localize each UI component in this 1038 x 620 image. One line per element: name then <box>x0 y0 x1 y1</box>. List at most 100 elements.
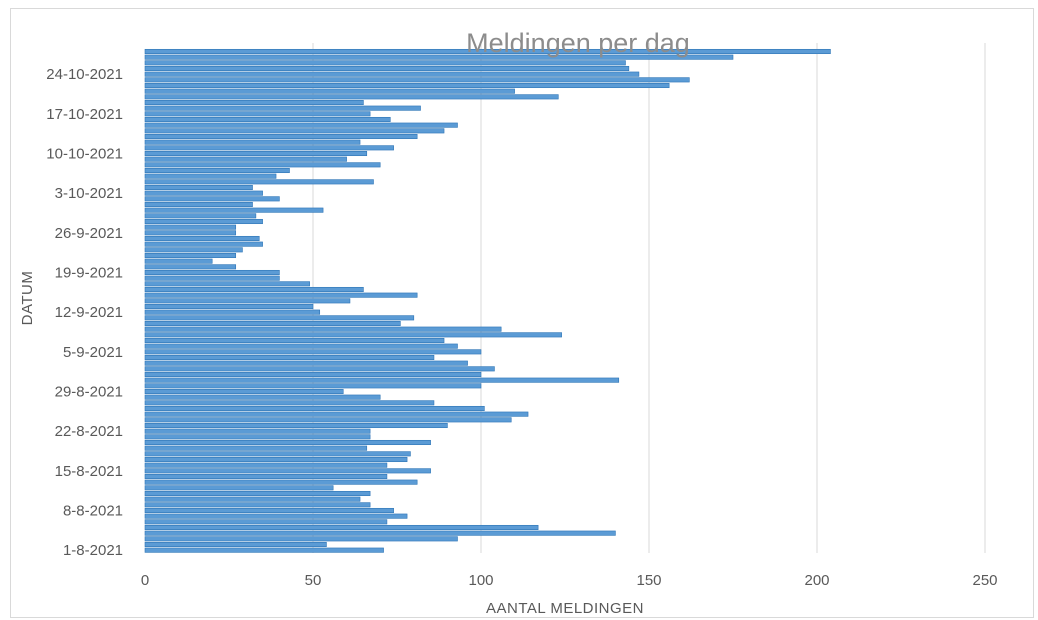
bar-20-9-2021 <box>144 264 237 270</box>
bar-27-10-2021 <box>144 54 734 60</box>
bar-12-9-2021 <box>144 309 321 315</box>
y-tick-label: 3-10-2021 <box>55 185 123 202</box>
bar-4-10-2021 <box>144 184 253 191</box>
bar-18-10-2021 <box>144 105 421 111</box>
bar-22-9-2021 <box>144 252 237 259</box>
bar-27-8-2021 <box>144 400 435 406</box>
bar-26-8-2021 <box>144 405 485 412</box>
x-tick-label: 150 <box>636 572 661 589</box>
bar-19-8-2021 <box>144 445 368 451</box>
bar-23-10-2021 <box>144 77 690 83</box>
bar-13-9-2021 <box>144 303 314 310</box>
bar-4-9-2021 <box>144 354 435 361</box>
bar-5-10-2021 <box>144 179 374 185</box>
bar-7-10-2021 <box>144 167 290 174</box>
bar-23-9-2021 <box>144 247 243 253</box>
bar-25-9-2021 <box>144 235 260 242</box>
bar-15-8-2021 <box>144 468 431 474</box>
bar-4-8-2021 <box>144 530 616 536</box>
y-axis-title: DATUM <box>19 271 36 326</box>
bar-27-9-2021 <box>144 224 237 230</box>
chart-title: Meldingen per dag <box>466 28 690 58</box>
y-tick-label: 24-10-2021 <box>46 66 123 83</box>
bar-11-10-2021 <box>144 145 394 151</box>
bar-11-8-2021 <box>144 490 371 497</box>
bar-23-8-2021 <box>144 422 448 429</box>
bar-16-10-2021 <box>144 116 391 123</box>
y-tick-label: 10-10-2021 <box>46 146 123 163</box>
bar-21-10-2021 <box>144 88 515 94</box>
bar-15-10-2021 <box>144 122 458 128</box>
bar-25-10-2021 <box>144 65 630 72</box>
bar-28-8-2021 <box>144 394 381 400</box>
bar-10-10-2021 <box>144 150 368 157</box>
y-tick-label: 15-8-2021 <box>55 463 123 480</box>
bar-17-8-2021 <box>144 456 408 463</box>
bar-22-8-2021 <box>144 428 371 434</box>
bar-24-9-2021 <box>144 241 263 247</box>
bar-9-9-2021 <box>144 326 502 332</box>
gridlines <box>312 43 986 553</box>
bar-31-8-2021 <box>144 377 620 383</box>
x-tick-label: 50 <box>305 572 322 589</box>
bar-25-8-2021 <box>144 411 529 417</box>
y-tick-label: 8-8-2021 <box>63 503 123 520</box>
y-tick-label: 5-9-2021 <box>63 344 123 361</box>
y-tick-label: 12-9-2021 <box>55 304 123 321</box>
bar-10-8-2021 <box>144 496 361 502</box>
y-tick-labels: 1-8-2021 8-8-2021 15-8-2021 22-8-2021 29-8-2… <box>46 66 123 559</box>
bar-14-8-2021 <box>144 473 388 480</box>
bar-7-9-2021 <box>144 337 445 344</box>
bar-20-10-2021 <box>144 94 559 100</box>
x-tick-labels: 0 50 100 150 200 250 <box>141 572 998 589</box>
bar-13-8-2021 <box>144 479 418 485</box>
bar-5-9-2021 <box>144 349 482 355</box>
bar-21-9-2021 <box>144 258 213 264</box>
bar-3-9-2021 <box>144 360 468 366</box>
bar-18-8-2021 <box>144 451 411 457</box>
x-axis-title: AANTAL MELDINGEN <box>486 600 644 617</box>
bar-30-8-2021 <box>144 383 482 389</box>
bar-1-9-2021 <box>144 371 482 378</box>
bar-1-8-2021 <box>144 547 384 553</box>
y-tick-label: 22-8-2021 <box>55 423 123 440</box>
bar-8-8-2021 <box>144 507 394 514</box>
bar-24-10-2021 <box>144 71 640 77</box>
x-tick-label: 100 <box>468 572 493 589</box>
bar-8-10-2021 <box>144 162 381 168</box>
bar-3-10-2021 <box>144 190 263 196</box>
bar-2-9-2021 <box>144 366 495 372</box>
bar-20-8-2021 <box>144 439 431 446</box>
bar-17-9-2021 <box>144 281 310 287</box>
bar-18-9-2021 <box>144 275 280 281</box>
bar-16-8-2021 <box>144 462 388 468</box>
y-tick-label: 19-9-2021 <box>55 265 123 282</box>
bar-14-9-2021 <box>144 298 351 304</box>
bar-28-9-2021 <box>144 218 263 225</box>
x-tick-label: 0 <box>141 572 149 589</box>
bar-2-8-2021 <box>144 541 327 548</box>
bar-3-8-2021 <box>144 536 458 542</box>
bar-14-10-2021 <box>144 128 445 134</box>
bar-7-8-2021 <box>144 513 408 519</box>
bar-19-9-2021 <box>144 269 280 276</box>
bar-24-8-2021 <box>144 417 512 423</box>
bar-16-9-2021 <box>144 286 364 293</box>
bar-29-9-2021 <box>144 213 257 219</box>
bar-9-10-2021 <box>144 156 347 162</box>
bars <box>144 48 831 553</box>
bar-9-8-2021 <box>144 502 371 508</box>
bar-11-9-2021 <box>144 315 415 321</box>
bar-26-9-2021 <box>144 230 237 236</box>
bar-21-8-2021 <box>144 434 371 440</box>
bar-12-10-2021 <box>144 139 361 145</box>
bar-2-10-2021 <box>144 196 280 202</box>
bar-6-9-2021 <box>144 343 458 349</box>
bar-26-10-2021 <box>144 60 626 66</box>
bar-30-9-2021 <box>144 207 324 213</box>
bar-6-10-2021 <box>144 173 277 179</box>
y-tick-label: 26-9-2021 <box>55 225 123 242</box>
bar-17-10-2021 <box>144 111 371 117</box>
bar-5-8-2021 <box>144 524 539 531</box>
